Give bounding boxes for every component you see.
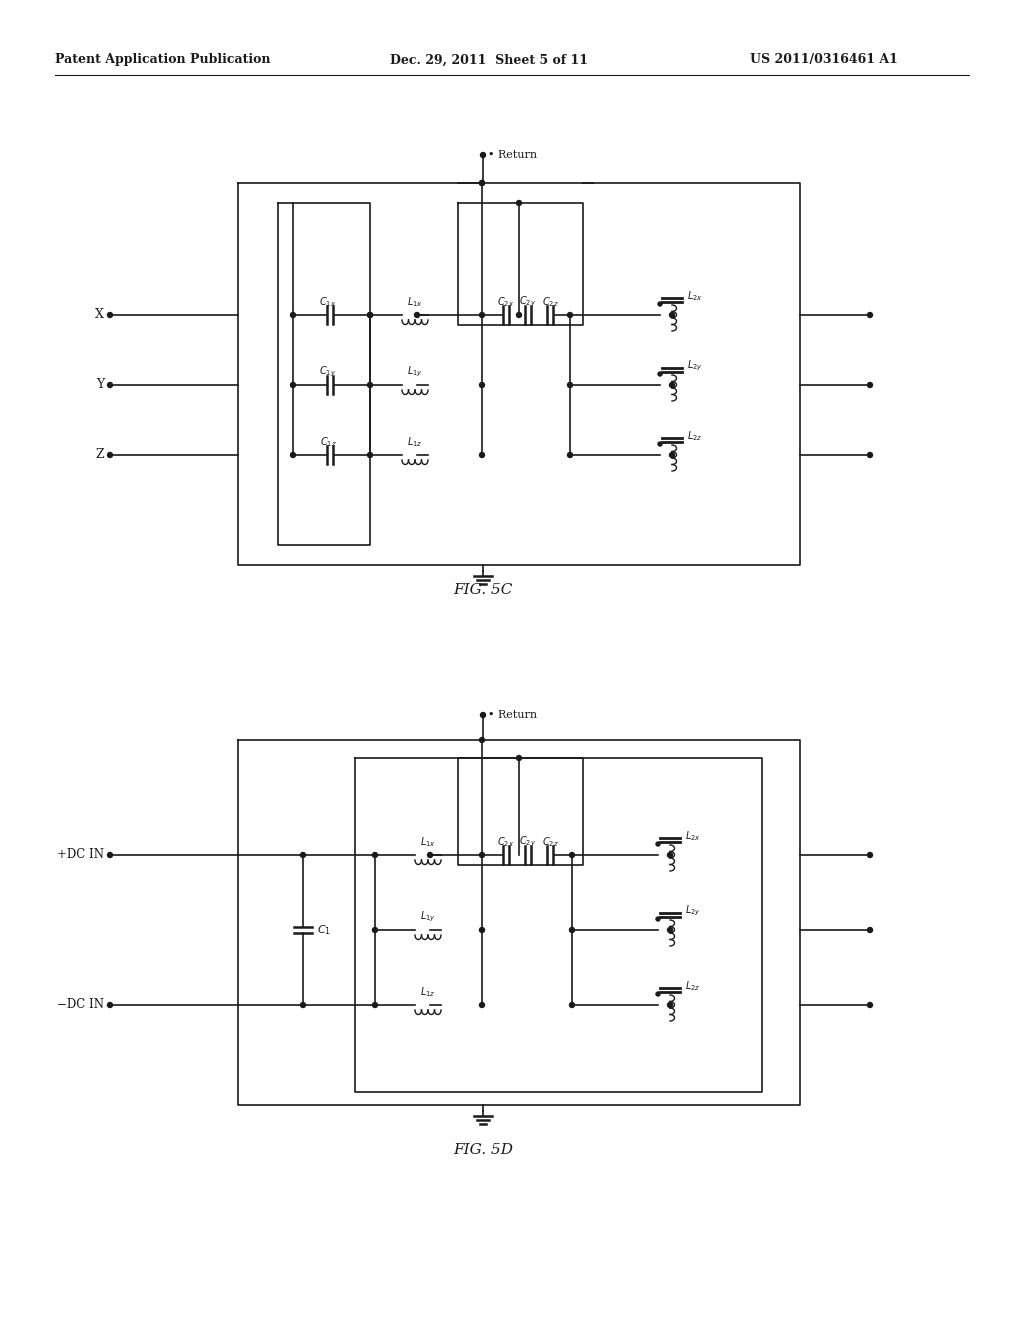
Text: $C_{2y}$: $C_{2y}$	[519, 294, 537, 309]
Circle shape	[567, 313, 572, 318]
Circle shape	[516, 313, 521, 318]
Circle shape	[658, 302, 662, 306]
Circle shape	[373, 853, 378, 858]
Circle shape	[373, 1002, 378, 1007]
Circle shape	[480, 153, 485, 157]
Text: $L_{1z}$: $L_{1z}$	[408, 436, 423, 449]
Circle shape	[867, 1002, 872, 1007]
Text: Y: Y	[96, 379, 104, 392]
Circle shape	[373, 928, 378, 932]
Text: $L_{2x}$: $L_{2x}$	[685, 829, 700, 843]
Circle shape	[867, 928, 872, 932]
Text: US 2011/0316461 A1: US 2011/0316461 A1	[750, 54, 898, 66]
Circle shape	[300, 853, 305, 858]
Circle shape	[108, 453, 113, 458]
Text: FIG. 5D: FIG. 5D	[453, 1143, 513, 1158]
Text: $L_{1x}$: $L_{1x}$	[408, 296, 423, 309]
Circle shape	[480, 713, 485, 718]
Circle shape	[670, 383, 675, 388]
Text: $C_1$: $C_1$	[317, 923, 331, 937]
Circle shape	[368, 453, 373, 458]
Text: $L_{1z}$: $L_{1z}$	[420, 985, 436, 999]
Text: Patent Application Publication: Patent Application Publication	[55, 54, 270, 66]
Text: $L_{1y}$: $L_{1y}$	[408, 364, 423, 379]
Text: $C_{2z}$: $C_{2z}$	[542, 296, 558, 309]
Text: −DC IN: −DC IN	[57, 998, 104, 1011]
Text: $C_{2z}$: $C_{2z}$	[542, 836, 558, 849]
Text: X: X	[95, 309, 104, 322]
Text: $L_{2y}$: $L_{2y}$	[685, 904, 700, 919]
Circle shape	[656, 993, 660, 997]
Text: $L_{2y}$: $L_{2y}$	[687, 359, 702, 374]
Circle shape	[516, 755, 521, 760]
Text: $L_{2x}$: $L_{2x}$	[687, 289, 702, 302]
Circle shape	[670, 313, 675, 318]
Circle shape	[668, 853, 673, 858]
Circle shape	[668, 928, 673, 932]
Circle shape	[569, 928, 574, 932]
Circle shape	[658, 442, 662, 446]
Circle shape	[479, 453, 484, 458]
Circle shape	[479, 853, 484, 858]
Text: • Return: • Return	[488, 150, 538, 160]
Circle shape	[867, 313, 872, 318]
Circle shape	[670, 453, 675, 458]
Text: $L_{1y}$: $L_{1y}$	[420, 909, 436, 924]
Circle shape	[368, 383, 373, 388]
Circle shape	[569, 853, 574, 858]
Circle shape	[867, 383, 872, 388]
Circle shape	[479, 928, 484, 932]
Circle shape	[291, 313, 296, 318]
Text: FIG. 5C: FIG. 5C	[454, 583, 513, 597]
Text: $C_{2x}$: $C_{2x}$	[498, 296, 515, 309]
Text: $L_{1x}$: $L_{1x}$	[420, 836, 436, 849]
Text: Dec. 29, 2011  Sheet 5 of 11: Dec. 29, 2011 Sheet 5 of 11	[390, 54, 588, 66]
Circle shape	[108, 383, 113, 388]
Circle shape	[867, 453, 872, 458]
Text: +DC IN: +DC IN	[57, 849, 104, 862]
Circle shape	[108, 1002, 113, 1007]
Text: • Return: • Return	[488, 710, 538, 719]
Circle shape	[569, 1002, 574, 1007]
Circle shape	[668, 1002, 673, 1007]
Circle shape	[479, 383, 484, 388]
Text: $C_{2x}$: $C_{2x}$	[498, 836, 515, 849]
Circle shape	[658, 372, 662, 376]
Circle shape	[867, 853, 872, 858]
Circle shape	[479, 1002, 484, 1007]
Circle shape	[479, 738, 484, 742]
Circle shape	[656, 917, 660, 921]
Circle shape	[567, 383, 572, 388]
Text: $C_{2y}$: $C_{2y}$	[519, 834, 537, 849]
Text: Z: Z	[95, 449, 104, 462]
Circle shape	[291, 453, 296, 458]
Circle shape	[479, 181, 484, 186]
Circle shape	[656, 842, 660, 846]
Circle shape	[427, 853, 432, 858]
Circle shape	[368, 313, 373, 318]
Circle shape	[368, 313, 373, 318]
Text: $C_{1x}$: $C_{1x}$	[319, 296, 337, 309]
Text: $C_{1y}$: $C_{1y}$	[319, 364, 337, 379]
Circle shape	[108, 853, 113, 858]
Text: $C_{1z}$: $C_{1z}$	[319, 436, 337, 449]
Text: $L_{2z}$: $L_{2z}$	[687, 429, 702, 444]
Circle shape	[291, 383, 296, 388]
Circle shape	[479, 181, 484, 186]
Circle shape	[516, 201, 521, 206]
Circle shape	[300, 1002, 305, 1007]
Circle shape	[415, 313, 420, 318]
Circle shape	[108, 313, 113, 318]
Circle shape	[567, 453, 572, 458]
Circle shape	[479, 313, 484, 318]
Text: $L_{2z}$: $L_{2z}$	[685, 979, 700, 993]
